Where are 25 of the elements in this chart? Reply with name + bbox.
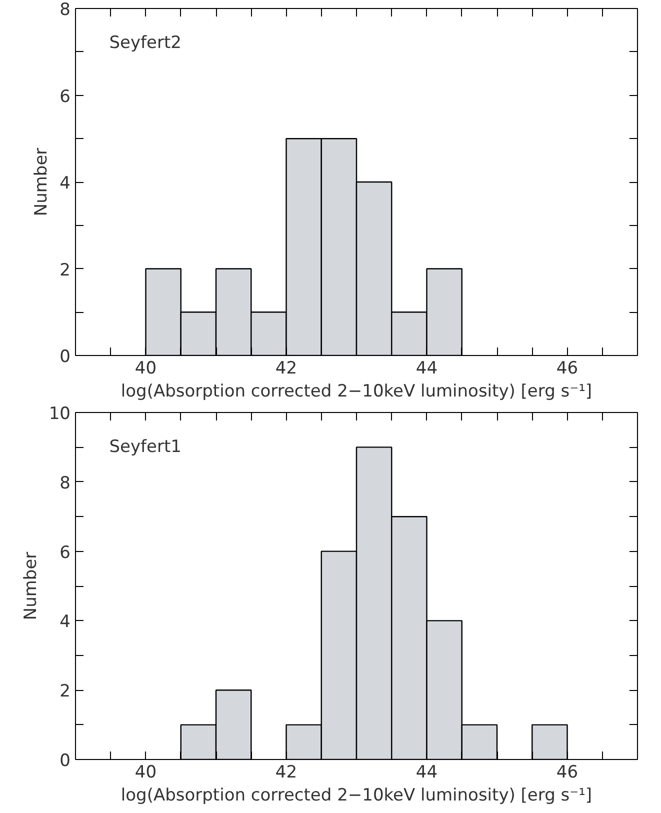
annotation: Seyfert1 — [109, 437, 182, 458]
annotation: Seyfert2 — [109, 33, 182, 54]
y-tick-label: 10 — [48, 404, 71, 424]
y-axis-title: Number — [20, 552, 41, 620]
y-axis-title: Number — [32, 148, 52, 216]
x-axis-title: log(Absorption corrected 2−10keV luminosity) [erg s⁻¹] — [120, 382, 592, 402]
x-tick-label: 40 — [134, 762, 157, 782]
y-tick-label: 4 — [60, 612, 71, 632]
y-tick-label: 0 — [60, 751, 71, 771]
x-tick-label: 40 — [134, 358, 157, 378]
y-tick-label: 8 — [60, 0, 71, 20]
x-tick-label: 46 — [556, 358, 578, 378]
x-tick-label: 46 — [556, 762, 578, 782]
y-tick-label: 2 — [60, 682, 71, 702]
x-tick-label: 42 — [275, 358, 298, 378]
y-tick-label: 6 — [60, 86, 71, 107]
y-tick-label: 6 — [60, 542, 71, 563]
x-tick-label: 44 — [416, 358, 438, 378]
y-tick-label: 4 — [60, 174, 71, 194]
x-tick-label: 42 — [275, 762, 298, 782]
y-tick-label: 0 — [60, 347, 71, 367]
y-tick-label: 8 — [60, 473, 71, 494]
y-tick-label: 2 — [60, 260, 71, 280]
x-tick-label: 44 — [416, 762, 438, 782]
x-axis-title: log(Absorption corrected 2−10keV luminosity) [erg s⁻¹] — [120, 786, 592, 806]
